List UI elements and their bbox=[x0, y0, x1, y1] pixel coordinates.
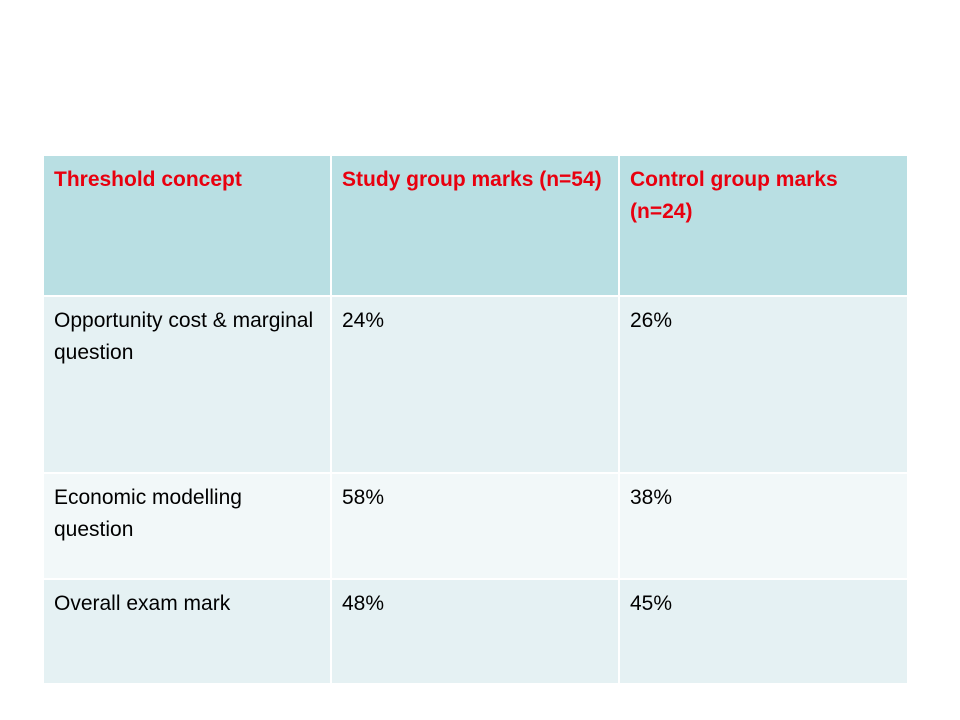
cell-concept: Opportunity cost & marginal question bbox=[44, 296, 332, 474]
table-header-row: Threshold concept Study group marks (n=5… bbox=[44, 156, 907, 297]
results-table: Threshold concept Study group marks (n=5… bbox=[44, 156, 907, 683]
table-row: Economic modelling question 58% 38% bbox=[44, 473, 907, 580]
cell-control-mark: 26% bbox=[619, 296, 907, 474]
cell-control-mark: 45% bbox=[619, 579, 907, 683]
header-study-group-marks: Study group marks (n=54) bbox=[331, 156, 620, 297]
cell-study-mark: 58% bbox=[331, 473, 620, 580]
cell-study-mark: 24% bbox=[331, 296, 620, 474]
header-threshold-concept: Threshold concept bbox=[44, 156, 332, 297]
cell-concept: Economic modelling question bbox=[44, 473, 332, 580]
cell-control-mark: 38% bbox=[619, 473, 907, 580]
header-control-group-marks: Control group marks (n=24) bbox=[619, 156, 907, 297]
table-row: Opportunity cost & marginal question 24%… bbox=[44, 296, 907, 474]
cell-study-mark: 48% bbox=[331, 579, 620, 683]
table-row: Overall exam mark 48% 45% bbox=[44, 579, 907, 683]
cell-concept: Overall exam mark bbox=[44, 579, 332, 683]
